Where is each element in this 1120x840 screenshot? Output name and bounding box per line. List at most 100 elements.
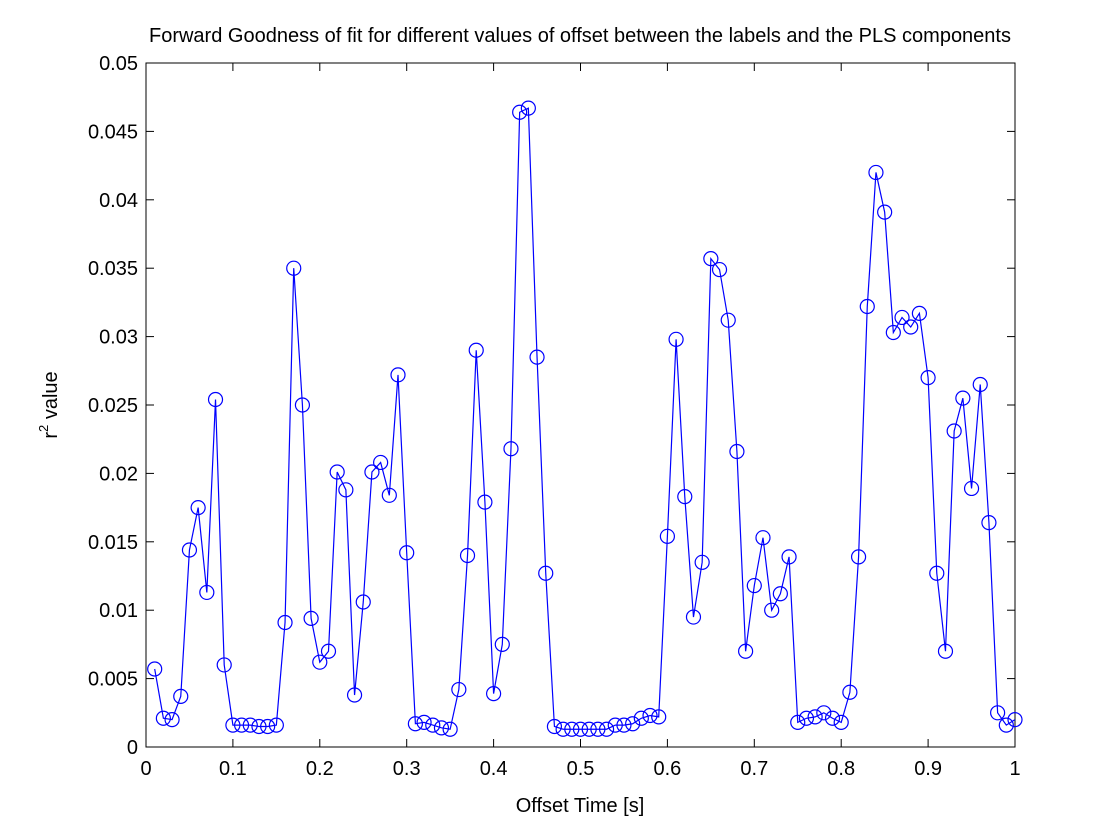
data-point: [338, 482, 354, 498]
data-point: [903, 319, 919, 335]
data-point: [538, 565, 554, 581]
data-point: [225, 717, 241, 733]
data-point: [833, 714, 849, 730]
data-point: [790, 714, 806, 730]
x-tick-label: 1: [1009, 758, 1020, 780]
y-axis-label-base: r: [40, 432, 62, 439]
data-point: [564, 721, 580, 737]
data-point: [251, 718, 267, 735]
data-point: [824, 710, 841, 726]
data-point: [807, 709, 823, 725]
data-point: [207, 391, 224, 408]
data-point: [459, 547, 476, 564]
data-point: [859, 298, 875, 315]
x-tick-label: 0.7: [740, 758, 768, 780]
data-point: [477, 494, 493, 510]
y-tick-label: 0.045: [88, 121, 138, 143]
data-point: [581, 721, 597, 737]
data-point: [416, 714, 432, 730]
data-point: [920, 370, 936, 386]
data-point: [320, 643, 337, 659]
y-tick-label: 0.05: [99, 53, 138, 75]
data-point: [407, 716, 423, 732]
data-point: [703, 251, 719, 267]
y-axis-label-sup: 2: [36, 425, 51, 432]
data-point: [155, 710, 171, 726]
data-point: [373, 454, 389, 471]
data-point: [868, 164, 884, 181]
y-tick-label: 0.01: [99, 600, 138, 622]
data-point: [781, 549, 797, 565]
data-point: [346, 687, 363, 703]
y-tick-label: 0.03: [99, 327, 138, 349]
x-tick-label: 0: [140, 758, 151, 780]
x-tick-label: 0.4: [480, 758, 508, 780]
data-point: [173, 688, 189, 704]
x-tick-label: 0.9: [914, 758, 942, 780]
data-point: [946, 423, 962, 439]
data-point: [625, 716, 641, 732]
data-point: [329, 464, 345, 480]
y-tick-label: 0.015: [88, 532, 138, 554]
data-point: [425, 717, 441, 733]
data-point: [885, 324, 901, 341]
y-axis: 0 0.005 0.01 0.015 0.02 0.025 0.03 0.035 0.04 0.0…: [88, 53, 1015, 759]
data-point: [651, 709, 667, 725]
x-tick-label: 0.1: [219, 758, 247, 780]
data-point: [929, 565, 945, 581]
y-tick-label: 0.005: [88, 669, 138, 691]
data-point: [694, 554, 710, 570]
x-axis-label: Offset Time [s]: [516, 795, 645, 817]
data-point: [598, 721, 615, 737]
data-point: [668, 331, 684, 347]
data-point: [216, 657, 232, 673]
data-point: [616, 717, 632, 733]
data-point: [503, 441, 519, 457]
x-tick-label: 0.6: [653, 758, 681, 780]
data-point: [738, 643, 754, 659]
data-point: [486, 686, 502, 702]
data-point: [147, 661, 163, 677]
data-point: [494, 636, 510, 653]
data-point: [355, 594, 371, 610]
data-point: [607, 717, 623, 733]
data-point: [233, 717, 250, 733]
y-tick-label: 0: [127, 737, 138, 759]
data-point: [433, 720, 450, 736]
data-point: [972, 376, 988, 393]
data-point: [842, 684, 858, 700]
data-point: [260, 718, 276, 735]
data-point: [937, 643, 954, 659]
y-axis-label: r2 value: [36, 371, 62, 438]
series-group: [147, 100, 1023, 737]
data-point: [981, 515, 997, 531]
data-point: [268, 717, 284, 733]
data-point: [303, 610, 319, 627]
x-tick-label: 0.3: [393, 758, 421, 780]
y-tick-label: 0.02: [99, 463, 138, 485]
data-point: [520, 100, 536, 116]
data-point: [990, 705, 1006, 721]
data-point: [955, 390, 971, 406]
data-point: [720, 312, 736, 328]
data-point: [798, 710, 815, 726]
x-tick-label: 0.5: [567, 758, 595, 780]
data-point: [633, 710, 649, 726]
data-point: [190, 500, 206, 516]
data-point: [998, 717, 1014, 733]
y-tick-label: 0.035: [88, 258, 138, 280]
data-point: [642, 707, 658, 724]
data-point: [164, 712, 180, 728]
plot-area: [145, 62, 1016, 748]
data-point: [772, 586, 788, 602]
data-point: [911, 305, 928, 321]
data-point: [381, 487, 397, 503]
data-point: [451, 681, 467, 698]
data-point: [399, 545, 415, 561]
data-point: [755, 530, 771, 546]
data-point: [242, 717, 258, 733]
data-point: [512, 104, 528, 120]
data-point: [894, 309, 910, 326]
data-point: [468, 342, 484, 358]
